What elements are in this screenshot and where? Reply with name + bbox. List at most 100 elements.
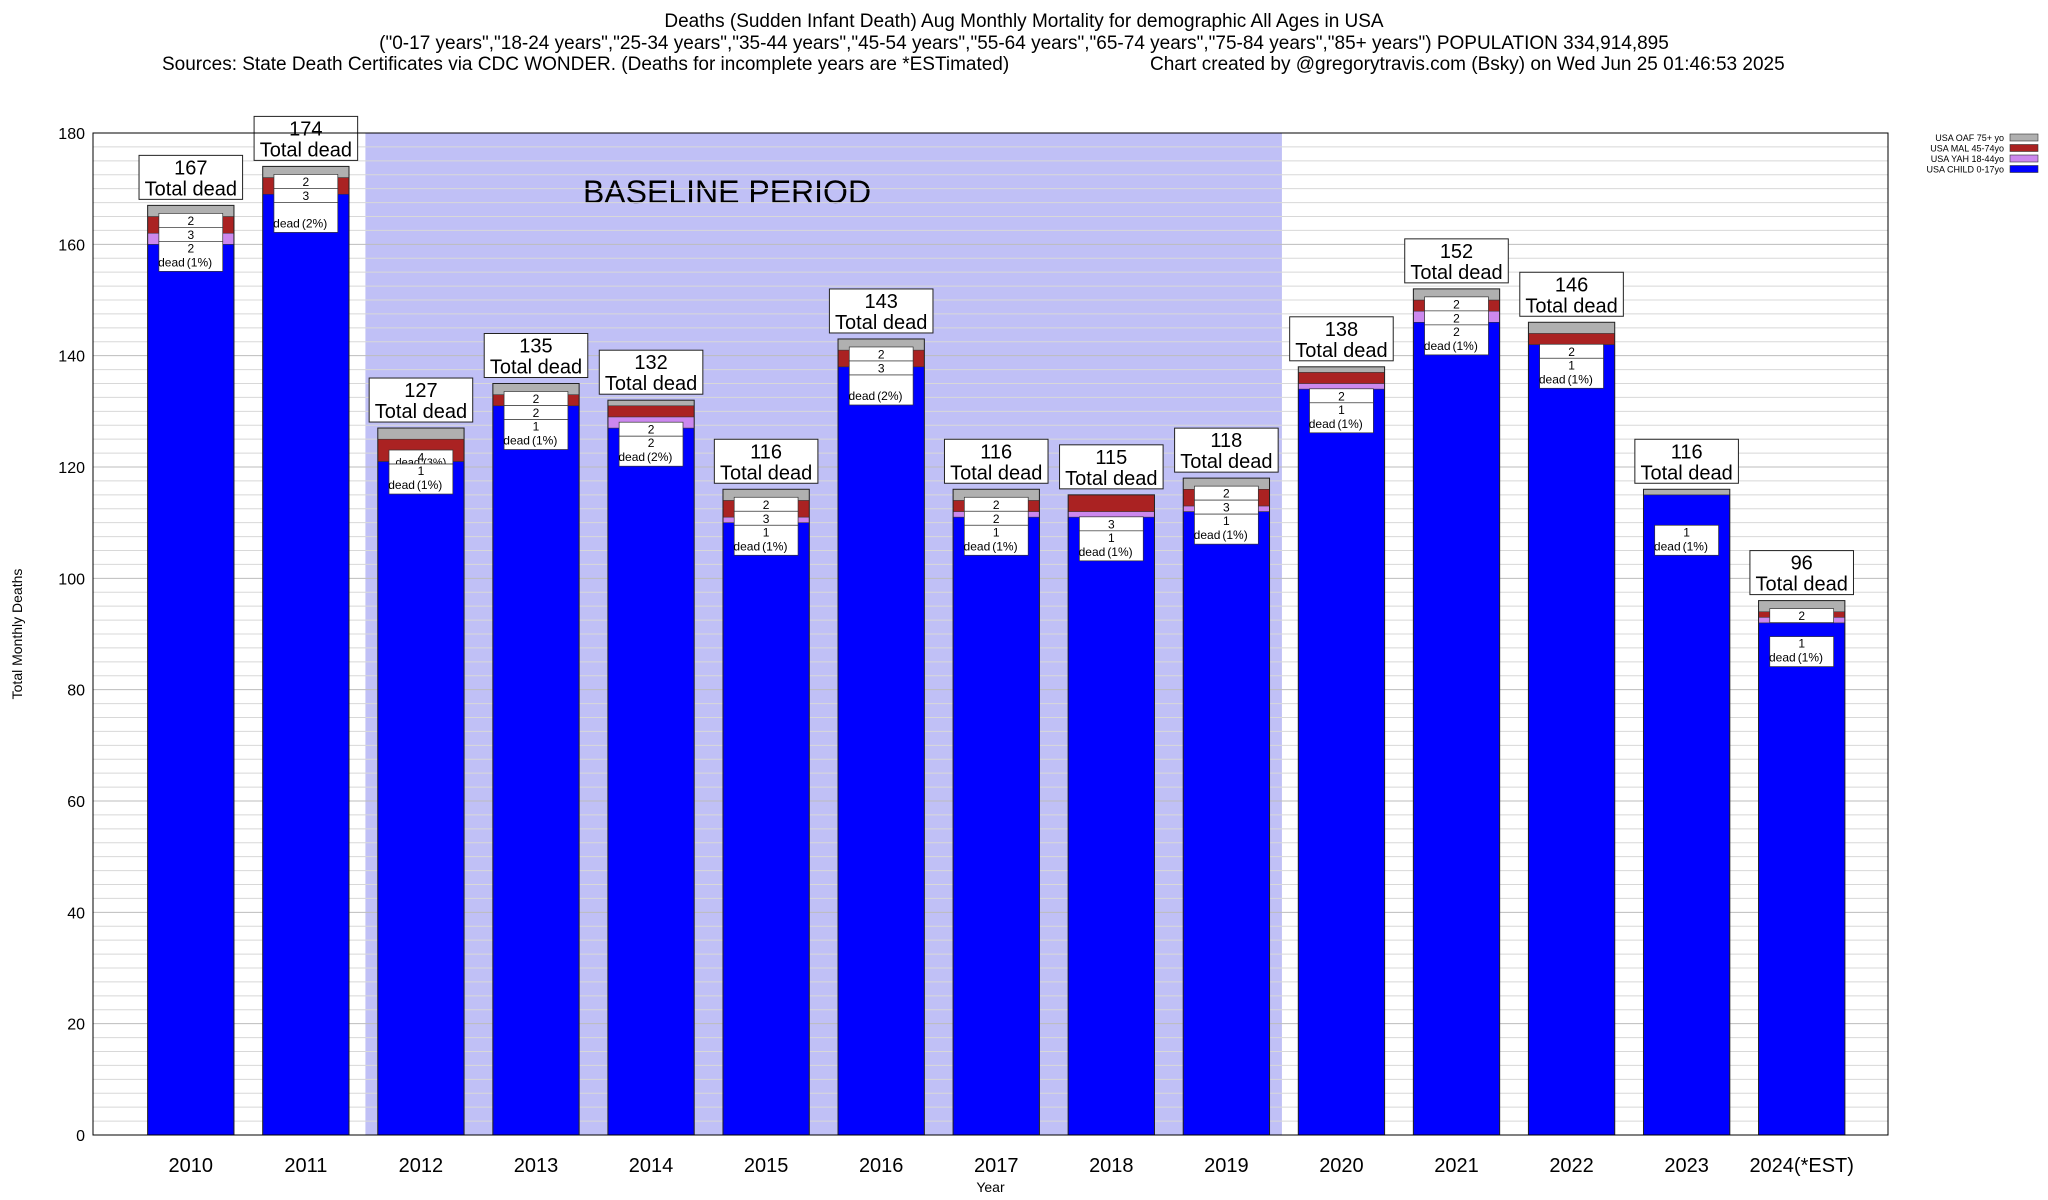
segment-label: 3: [187, 228, 194, 242]
total-label-box: [138, 154, 244, 200]
bar-segment-mal: [1298, 372, 1385, 384]
child-pct-label: (2%): [647, 450, 672, 464]
bar-segment-child: [952, 516, 1040, 1136]
total-value-label: 167: [174, 157, 207, 179]
legend-swatch: [2009, 154, 2039, 163]
x-tick-label: 2021: [1434, 1155, 1479, 1177]
bar-segment-yah: [1298, 383, 1385, 390]
x-tick-label: 2024(*EST): [1749, 1155, 1854, 1177]
total-value-label: 116: [1671, 441, 1703, 463]
y-axis-label: Total Monthly Deaths: [9, 569, 25, 700]
bar-segment-mal: [607, 405, 695, 418]
child-dead-label: dead: [1079, 545, 1106, 559]
bar-segment-child: [492, 405, 580, 1136]
segment-label: 3: [303, 189, 310, 203]
child-label-box: [1654, 524, 1719, 556]
segment-label-box: [1769, 608, 1834, 623]
x-tick-label: 2013: [514, 1155, 559, 1177]
bar-segment-child: [1413, 321, 1500, 1136]
child-pct-label: (1%): [1568, 372, 1593, 386]
total-dead-label: Total dead: [1640, 462, 1732, 484]
x-tick-label: 2012: [399, 1155, 444, 1177]
child-count-label: 1: [1108, 531, 1115, 545]
bar-segment-oaf: [607, 399, 695, 407]
child-pct-label: (1%): [1683, 539, 1708, 553]
total-label-box: [828, 288, 934, 334]
total-dead-label: Total dead: [1756, 574, 1848, 596]
x-tick-label: 2023: [1664, 1155, 1709, 1177]
y-tick-label: 140: [58, 349, 85, 366]
total-dead-label: Total dead: [145, 178, 237, 200]
total-dead-label: Total dead: [490, 357, 582, 379]
bar-segment-child: [1758, 622, 1846, 1136]
legend-swatch: [2009, 133, 2039, 142]
child-dead-label: dead: [1194, 528, 1221, 542]
y-tick-label: 100: [58, 571, 85, 588]
bar-segment-child: [607, 427, 695, 1136]
total-value-label: 116: [980, 441, 1012, 463]
segment-label: 2: [1223, 487, 1230, 501]
child-count-label: 1: [533, 420, 540, 434]
child-label-box: [1769, 636, 1834, 667]
x-tick-label: 2017: [974, 1155, 1019, 1177]
child-dead-label: dead: [273, 216, 300, 230]
child-label-box: [1309, 402, 1374, 434]
segment-label: 2: [187, 214, 194, 228]
total-value-label: 96: [1791, 553, 1813, 575]
child-dead-label: dead: [158, 255, 185, 269]
x-tick-label: 2016: [859, 1155, 904, 1177]
child-label-box: [1424, 324, 1489, 356]
segment-label: 2: [993, 498, 1000, 512]
total-label-box: [483, 333, 589, 378]
chart-credit: Chart created by @gregorytravis.com (Bsk…: [1150, 54, 1785, 75]
child-pct-label: (2%): [302, 216, 327, 230]
child-dead-label: dead: [618, 450, 645, 464]
x-axis-label: Year: [976, 1179, 1005, 1195]
total-value-label: 135: [519, 336, 552, 358]
x-tick-label: 2010: [169, 1155, 214, 1177]
y-tick-label: 60: [67, 794, 85, 811]
total-label-box: [368, 377, 474, 423]
total-label-box: [1289, 316, 1394, 362]
bar-segment-child: [1528, 344, 1616, 1136]
segment-label: 2: [648, 423, 655, 437]
total-value-label: 146: [1555, 274, 1588, 296]
segment-label: 2: [1453, 311, 1460, 325]
segment-label: 2: [1338, 389, 1345, 403]
x-tick-label: 2011: [284, 1155, 327, 1177]
bar-segment-oaf: [1528, 322, 1615, 334]
segment-label: 2: [763, 498, 770, 512]
chart-title: Deaths (Sudden Infant Death) Aug Monthly…: [664, 11, 1384, 32]
total-dead-label: Total dead: [1295, 340, 1387, 362]
total-value-label: 115: [1095, 447, 1127, 469]
child-label-box: [158, 241, 224, 272]
child-label-box: [618, 435, 684, 467]
bar-segment-mal: [1067, 494, 1155, 512]
x-tick-label: 2020: [1319, 1155, 1364, 1177]
x-tick-label: 2018: [1089, 1155, 1134, 1177]
segment-label: 3: [878, 361, 885, 375]
total-dead-label: Total dead: [260, 139, 352, 161]
child-dead-label: dead: [733, 539, 760, 553]
child-dead-label: dead: [1654, 539, 1681, 553]
child-label-box: [848, 374, 914, 406]
bar-segment-mal: [1528, 333, 1615, 345]
segment-label: 4: [418, 451, 425, 465]
total-label-box: [1404, 238, 1509, 284]
y-tick-label: 180: [58, 126, 85, 143]
total-dead-label: Total dead: [375, 401, 467, 423]
child-pct-label: (1%): [532, 434, 557, 448]
child-label-box: [1079, 530, 1144, 562]
child-dead-label: dead: [1309, 417, 1336, 431]
total-value-label: 118: [1210, 430, 1242, 452]
total-label-box: [1059, 444, 1164, 490]
child-label-box: [1539, 357, 1604, 389]
total-dead-label: Total dead: [1525, 295, 1617, 317]
total-label-box: [253, 115, 359, 161]
bar-segment-child: [1297, 388, 1385, 1136]
child-dead-label: dead: [388, 478, 415, 492]
x-tick-label: 2014: [629, 1155, 674, 1177]
total-dead-label: Total dead: [605, 373, 697, 395]
legend-label: USA CHILD 0-17yo: [1926, 165, 2004, 175]
